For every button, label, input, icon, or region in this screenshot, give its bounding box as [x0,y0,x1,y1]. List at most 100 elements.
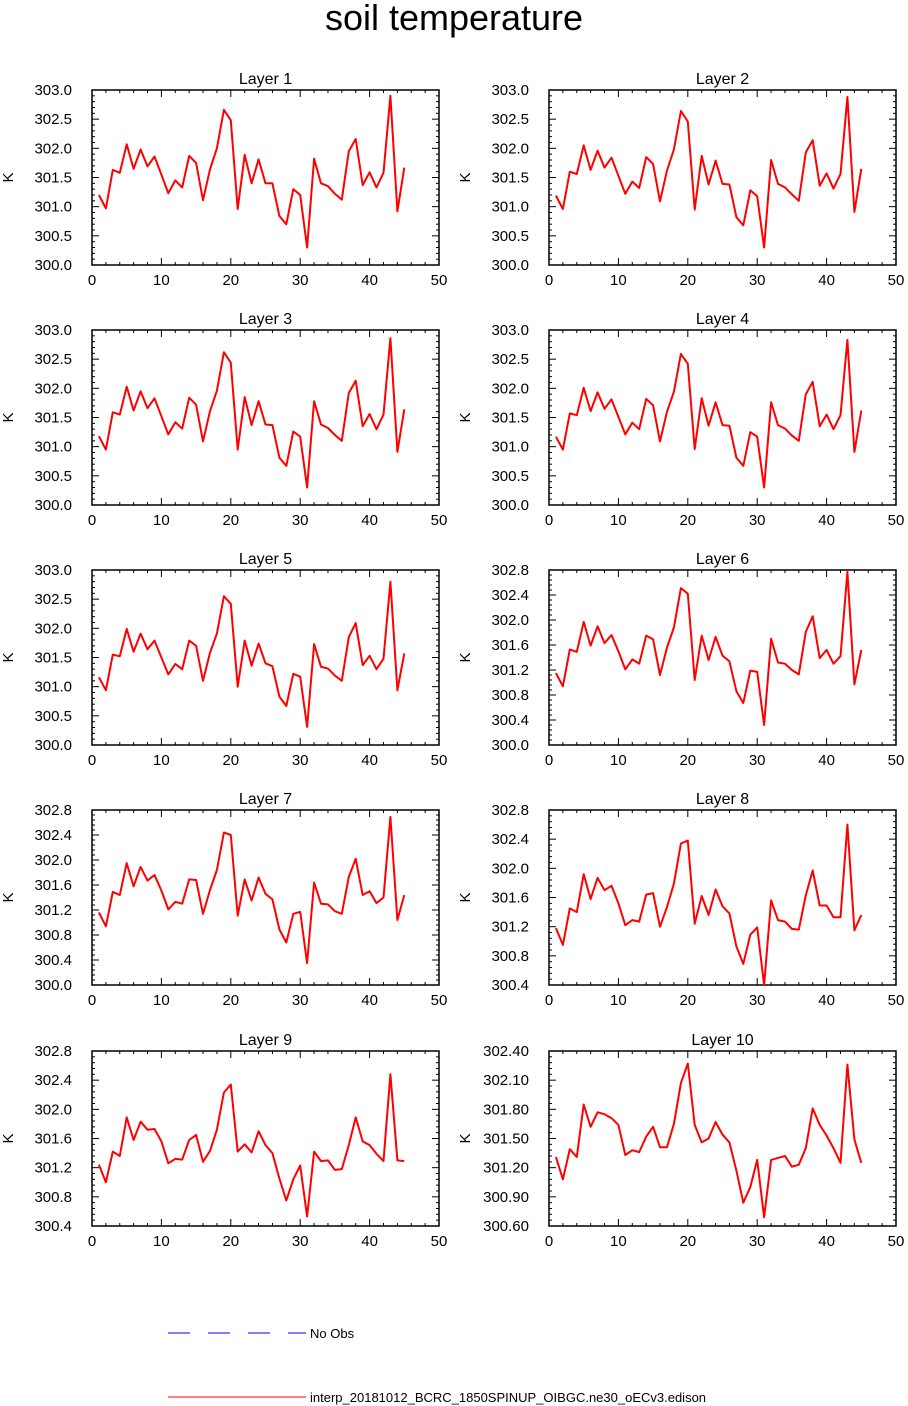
x-tick-label: 40 [361,752,378,769]
x-tick-label: 50 [888,992,905,1009]
y-tick-label: 300.5 [491,468,529,485]
x-tick-label: 50 [888,512,905,529]
y-tick-label: 300.5 [491,228,529,245]
y-tick-label: 302.0 [34,380,72,397]
chart-panel-1: Layer 1 0 10 20 30 40 50 300.0 300.5 301.0 301.5 30… [0,71,447,289]
x-tick-label: 0 [88,272,96,289]
x-tick-label: 40 [361,272,378,289]
y-tick-label: 300.0 [491,737,529,754]
y-tick-label: 301.5 [491,410,529,427]
x-tick-label: 50 [888,1233,905,1250]
y-tick-label: 302.4 [34,827,72,844]
plot-frame [548,809,897,986]
x-tick-label: 10 [153,992,170,1009]
y-tick-label: 300.60 [483,1218,529,1235]
y-tick-label: 302.0 [491,380,529,397]
series-line-1 [98,337,406,489]
series-line-1 [97,1073,405,1218]
y-tick-label: 302.0 [34,1101,72,1118]
x-tick-label: 20 [679,1233,696,1250]
y-tick-label: 300.0 [491,257,529,274]
x-tick-label: 0 [88,752,96,769]
x-tick-label: 40 [818,992,835,1009]
x-tick-label: 30 [292,752,309,769]
y-tick-label: 301.6 [491,637,529,654]
y-axis-label: K [0,892,17,902]
x-tick-label: 50 [431,512,448,529]
series-line-1 [555,96,863,249]
y-tick-label: 300.4 [491,977,529,994]
panel-title: Layer 8 [696,791,749,808]
x-tick-label: 10 [610,272,627,289]
x-tick-label: 10 [153,512,170,529]
y-tick-label: 301.0 [491,199,529,216]
y-tick-label: 301.0 [34,199,72,216]
y-tick-label: 302.0 [34,852,72,869]
y-tick-label: 301.6 [34,1131,72,1148]
y-tick-label: 300.0 [491,497,529,514]
series-line-1 [554,1062,863,1219]
plot-frame [91,329,440,506]
x-tick-label: 30 [749,272,766,289]
x-tick-label: 40 [818,1233,835,1250]
y-tick-label: 300.4 [491,712,529,729]
panels: Layer 10 10 20 30 40 50 300.0 300.5 301.0 301.5 30… [0,71,904,1250]
y-axis-label: K [457,172,474,182]
x-tick-label: 30 [292,512,309,529]
x-tick-label: 10 [610,752,627,769]
y-tick-label: 300.5 [34,708,72,725]
series-line-1 [98,815,406,965]
y-tick-label: 302.8 [491,802,529,819]
x-tick-label: 10 [153,752,170,769]
panel-title: Layer 4 [696,311,749,328]
y-tick-label: 303.0 [34,562,72,579]
x-tick-label: 10 [610,512,627,529]
panel-title: Layer 6 [696,551,749,568]
y-tick-label: 301.5 [34,650,72,667]
x-tick-label: 50 [888,272,905,289]
x-tick-label: 50 [431,992,448,1009]
x-tick-label: 20 [222,752,239,769]
x-tick-label: 0 [545,992,553,1009]
x-tick-label: 40 [361,992,378,1009]
y-tick-label: 301.5 [491,170,529,187]
x-tick-label: 20 [679,512,696,529]
x-tick-label: 20 [222,992,239,1009]
x-tick-label: 30 [292,1233,309,1250]
y-tick-label: 300.4 [34,952,72,969]
x-tick-label: 50 [888,752,905,769]
chart-panel-3: Layer 3 0 10 20 30 40 50 300.0 300.5 301.0 301.5 30… [0,311,447,529]
panel-title: Layer 10 [691,1032,753,1049]
y-axis-label: K [0,652,17,662]
x-tick-label: 0 [88,1233,96,1250]
y-tick-label: 302.4 [491,831,529,848]
y-tick-label: 300.5 [34,228,72,245]
y-axis-label: K [0,412,17,422]
chart-panel-4: Layer 4 0 10 20 30 40 50 300.0 300.5 301.0 301.5 30… [457,311,904,529]
y-tick-label: 300.8 [491,687,529,704]
x-tick-label: 50 [431,272,448,289]
x-tick-label: 30 [749,992,766,1009]
x-tick-label: 10 [153,1233,170,1250]
chart-panel-5: Layer 5 0 10 20 30 40 50 300.0 300.5 301.0 301.5 30… [0,551,447,769]
y-axis-label: K [0,172,17,182]
y-tick-label: 302.8 [34,1043,72,1060]
x-tick-label: 30 [292,992,309,1009]
y-tick-label: 301.50 [483,1131,529,1148]
x-tick-label: 10 [610,1233,627,1250]
plot-frame [548,569,897,746]
chart-panel-9: Layer 9 0 10 20 30 40 50 300.4 300.8 301.2 301.6 30… [0,1032,447,1250]
chart-panel-6: Layer 6 0 10 20 30 40 50 300.0 300.4 300.8 301.2 30… [457,551,904,769]
x-tick-label: 30 [749,1233,766,1250]
y-tick-label: 302.4 [34,1072,72,1089]
y-tick-label: 302.5 [34,351,72,368]
plot-frame [548,329,897,506]
x-tick-label: 0 [88,992,96,1009]
legend: No Obs interp_20181012_BCRC_1850SPINUP_O… [168,1326,706,1405]
series-line-1 [98,580,406,728]
y-tick-label: 302.8 [34,802,72,819]
y-tick-label: 302.0 [34,620,72,637]
panel-title: Layer 5 [239,551,292,568]
x-tick-label: 20 [222,512,239,529]
y-tick-label: 301.6 [491,890,529,907]
